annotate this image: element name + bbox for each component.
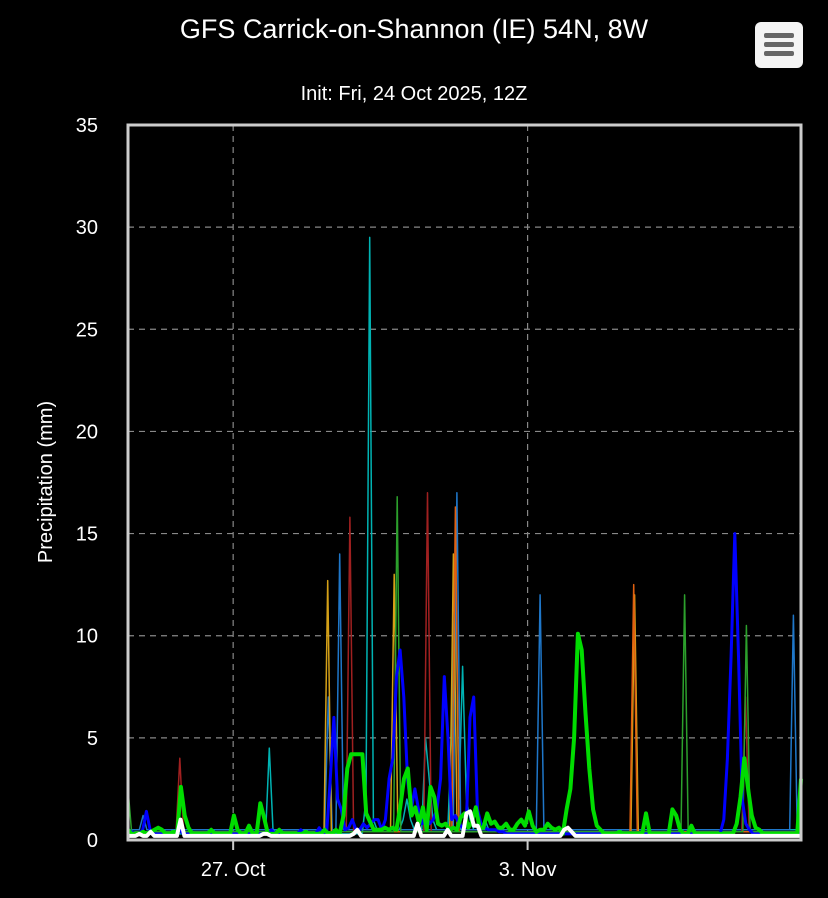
series-line-7 (128, 506, 801, 833)
grid-layer (128, 125, 801, 840)
series-line-6 (128, 491, 801, 833)
x-tick-label: 3. Nov (499, 859, 557, 881)
series-layer (126, 236, 803, 838)
y-tick-label: 10 (76, 626, 98, 648)
axis-layer: 0 5 10 15 20 25 30 35 27. Oct 3. Nov (76, 115, 557, 881)
series-line-2 (127, 532, 801, 836)
series-line-3 (127, 236, 801, 835)
y-tick-label: 15 (76, 524, 98, 546)
menu-bar-top (764, 33, 794, 38)
x-tick-label: 27. Oct (201, 859, 266, 881)
menu-bar-bottom (764, 51, 794, 56)
series-line-4 (128, 491, 801, 831)
y-tick-label: 20 (76, 421, 98, 443)
y-tick-label: 0 (87, 830, 98, 852)
series-line-8 (127, 496, 801, 833)
y-tick-label: 5 (87, 728, 98, 750)
series-line-5 (128, 553, 801, 833)
hamburger-menu-icon[interactable] (755, 22, 803, 68)
series-line-1 (128, 809, 801, 838)
chart-subtitle: Init: Fri, 24 Oct 2025, 12Z (300, 83, 528, 105)
y-tick-label: 30 (76, 217, 98, 239)
y-tick-label: 35 (76, 115, 98, 137)
chart-frame (6, 0, 822, 898)
menu-bar-middle (764, 42, 794, 47)
y-tick-label: 25 (76, 319, 98, 341)
y-axis-label: Precipitation (mm) (35, 401, 57, 563)
plot-border (126, 123, 803, 842)
chart-title: GFS Carrick-on-Shannon (IE) 54N, 8W (179, 14, 649, 44)
